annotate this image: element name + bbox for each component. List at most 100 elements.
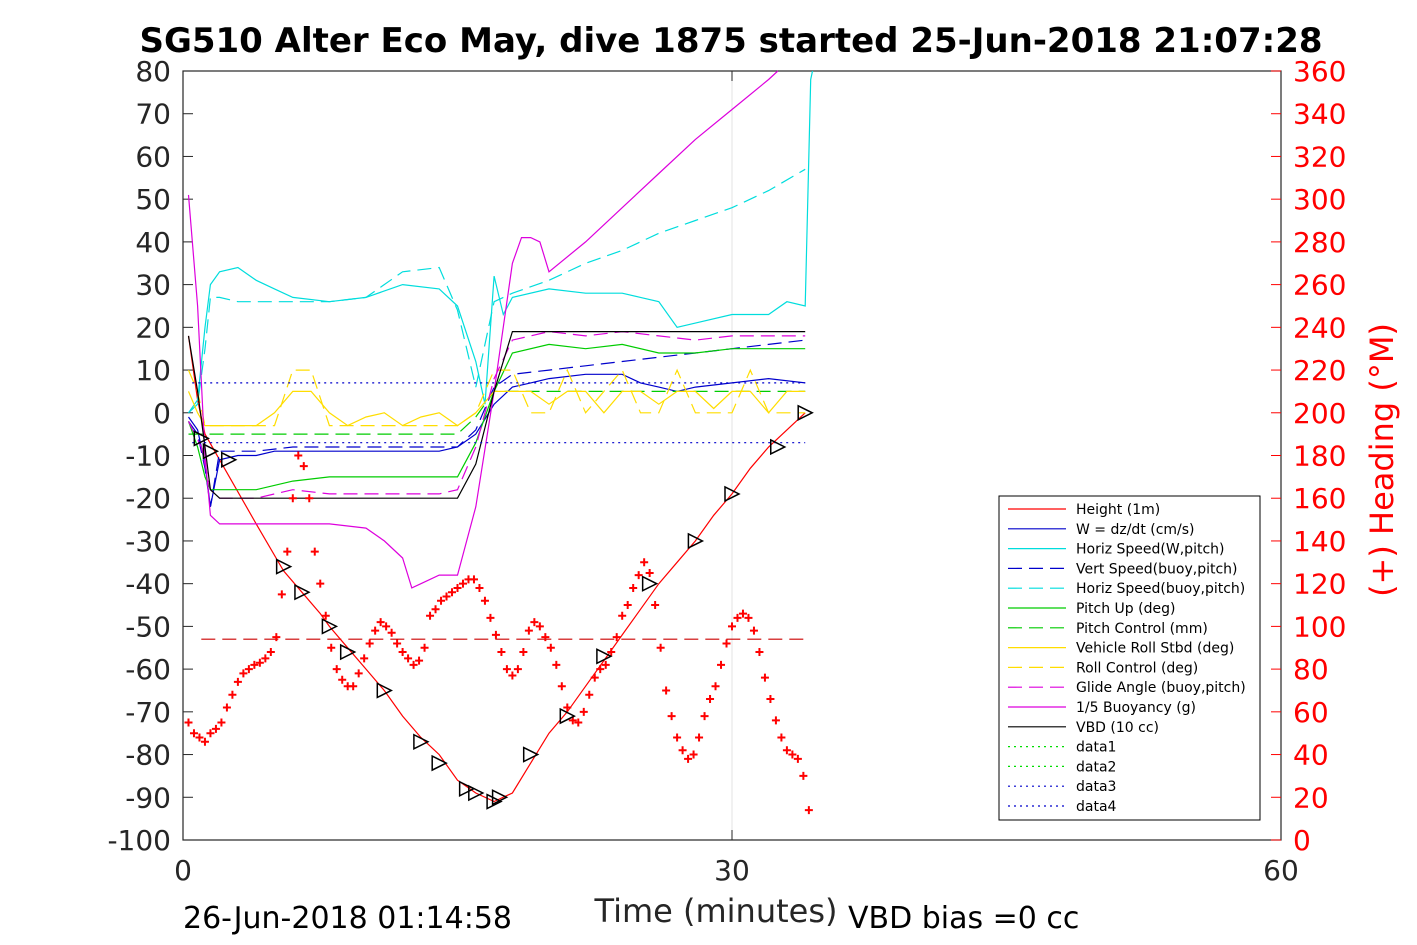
- triangle-marker: [431, 754, 448, 772]
- legend-label-1: W = dz/dt (cm/s): [1076, 522, 1195, 538]
- axis-ticks: 0 30 6080706050403020100-10-20-30-40-50-60…: [107, 55, 1346, 887]
- heading-point: [431, 605, 440, 614]
- x-axis-label: Time (minutes): [594, 892, 838, 930]
- heading-point: [755, 648, 764, 657]
- triangle-marker: [275, 558, 293, 575]
- x-tick-label: 30: [714, 854, 750, 887]
- heading-point: [200, 737, 209, 746]
- heading-point: [585, 690, 594, 699]
- y2-tick-label: 80: [1293, 653, 1329, 686]
- y-tick-label: -70: [125, 696, 171, 729]
- heading-point: [804, 806, 813, 815]
- heading-point: [195, 733, 204, 742]
- y-tick-label: -90: [125, 781, 171, 814]
- heading-point: [524, 626, 533, 635]
- heading-point: [651, 601, 660, 610]
- y2-tick-label: 120: [1293, 568, 1346, 601]
- heading-point: [579, 707, 588, 716]
- heading-point: [233, 677, 242, 686]
- heading-point: [590, 673, 599, 682]
- heading-point: [288, 494, 297, 503]
- triangle-marker: [321, 618, 339, 635]
- heading-point: [645, 568, 654, 577]
- legend-label-3: Vert Speed(buoy,pitch): [1076, 561, 1238, 577]
- triangle-marker: [193, 430, 210, 447]
- heading-point: [706, 695, 715, 704]
- heading-point: [760, 673, 769, 682]
- heading-point: [376, 618, 385, 627]
- series-line-5: [187, 343, 806, 491]
- heading-point: [744, 613, 753, 622]
- heading-point: [722, 639, 731, 648]
- heading-point: [513, 665, 522, 674]
- heading-point: [623, 601, 632, 610]
- heading-point: [607, 648, 616, 657]
- heading-point: [689, 750, 698, 759]
- y-tick-label: -60: [125, 653, 171, 686]
- triangle-marker: [797, 404, 814, 421]
- heading-point: [332, 665, 341, 674]
- heading-point: [728, 622, 736, 631]
- triangle-marker: [687, 532, 705, 550]
- triangle-marker: [491, 789, 509, 806]
- heading-point: [283, 547, 292, 556]
- heading-point: [266, 648, 275, 657]
- heading-point: [519, 648, 528, 657]
- heading-point: [184, 718, 193, 727]
- heading-point: [535, 622, 544, 631]
- heading-point: [678, 746, 687, 755]
- heading-point: [217, 718, 226, 727]
- heading-point: [305, 494, 314, 503]
- triangle-marker: [641, 575, 659, 592]
- heading-point: [206, 729, 215, 738]
- legend-label-6: Pitch Control (mm): [1076, 621, 1208, 637]
- heading-point: [662, 686, 671, 695]
- heading-point: [700, 712, 709, 721]
- triangle-marker: [724, 485, 741, 503]
- triangle-marker: [559, 707, 576, 725]
- heading-point: [360, 654, 369, 663]
- heading-point: [448, 588, 457, 597]
- legend-label-9: Glide Angle (buoy,pitch): [1076, 680, 1246, 696]
- heading-point: [563, 703, 572, 712]
- heading-point: [426, 611, 435, 620]
- y-tick-label: 20: [135, 311, 171, 344]
- triangle-marker: [596, 648, 613, 665]
- heading-point: [349, 682, 358, 691]
- y2-tick-label: 260: [1293, 269, 1346, 302]
- series-line-9: [187, 330, 806, 499]
- heading-point: [415, 656, 424, 665]
- heading-point: [222, 703, 231, 712]
- series-line-6: [188, 390, 806, 435]
- chart-title: SG510 Alter Eco May, dive 1875 started 2…: [139, 21, 1322, 61]
- heading-point: [491, 630, 500, 639]
- series-line-8: [187, 368, 806, 427]
- heading-point: [189, 729, 198, 738]
- y-tick-label: 0: [153, 397, 171, 430]
- heading-point: [618, 611, 627, 620]
- heading-point: [749, 626, 758, 635]
- heading-point: [239, 669, 248, 678]
- y-tick-label: -40: [125, 568, 171, 601]
- heading-point: [327, 643, 336, 652]
- y2-tick-label: 240: [1293, 311, 1346, 344]
- y2-tick-label: 300: [1293, 183, 1346, 216]
- heading-point: [299, 462, 308, 471]
- heading-point: [398, 648, 407, 657]
- legend-label-10: 1/5 Buoyancy (g): [1076, 700, 1196, 716]
- heading-point: [228, 690, 237, 699]
- y-tick-label: -50: [125, 610, 171, 643]
- heading-layer: [184, 451, 813, 815]
- heading-point: [799, 771, 808, 780]
- heading-point: [354, 669, 363, 678]
- triangle-marker: [468, 784, 485, 802]
- y2-tick-label: 60: [1293, 696, 1329, 729]
- y2-tick-label: 220: [1293, 354, 1346, 387]
- heading-point: [420, 643, 429, 652]
- heading-point: [629, 583, 638, 592]
- legend-label-15: data4: [1076, 799, 1117, 815]
- y-tick-label: 70: [135, 98, 171, 131]
- heading-point: [695, 733, 704, 742]
- heading-point: [788, 750, 797, 759]
- heading-point: [409, 660, 418, 669]
